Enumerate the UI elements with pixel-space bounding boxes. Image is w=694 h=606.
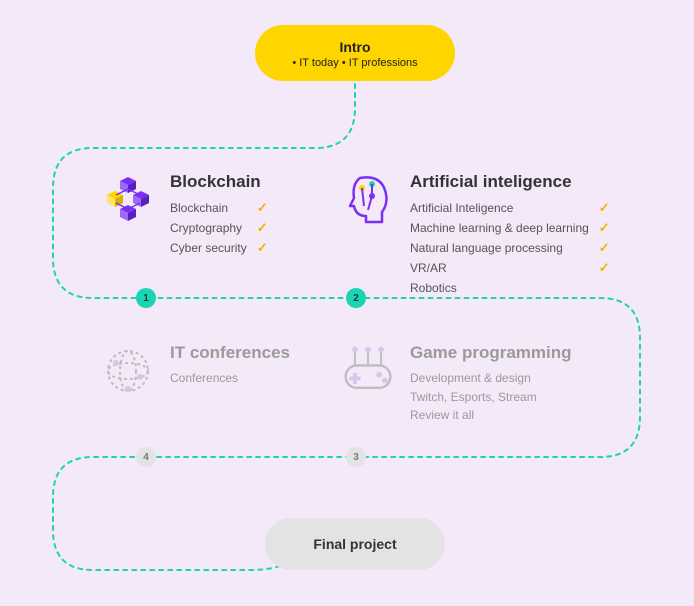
module-item-label: Natural language processing — [410, 239, 563, 258]
step-badge-3: 3 — [346, 447, 366, 467]
module-item-label: Artificial Inteligence — [410, 199, 513, 218]
module-item: Conferences — [170, 369, 290, 388]
module-title: Blockchain — [170, 172, 268, 192]
module-item: Artificial Inteligence ✓ — [410, 198, 610, 218]
module-item-label: Development & design — [410, 369, 531, 388]
gamepad-icon — [340, 343, 396, 399]
module-item-label: Conferences — [170, 369, 238, 388]
module-item: Review it all — [410, 406, 572, 425]
module-conferences: IT conferences Conferences — [100, 343, 330, 399]
check-icon: ✓ — [599, 238, 610, 258]
module-item: Development & design — [410, 369, 572, 388]
module-title: Artificial inteligence — [410, 172, 610, 192]
intro-title: Intro — [273, 39, 437, 55]
module-item: Cryptography ✓ — [170, 218, 268, 238]
globe-icon — [100, 343, 156, 399]
module-item: Twitch, Esports, Stream — [410, 388, 572, 407]
intro-bullet: IT today — [292, 57, 338, 69]
intro-subtitle: IT today IT professions — [273, 57, 437, 69]
module-blockchain: Blockchain Blockchain✓Cryptography✓Cyber… — [100, 172, 330, 258]
check-icon: ✓ — [599, 218, 610, 238]
step-badge-2: 2 — [346, 288, 366, 308]
module-item-label: Cryptography — [170, 219, 242, 238]
final-pill: Final project — [265, 518, 445, 570]
module-item-list: Blockchain ✓ Cryptography ✓ Cyber security ✓ — [170, 198, 268, 258]
module-item: VR/AR ✓ — [410, 258, 610, 278]
module-item-label: Robotics — [410, 279, 457, 298]
intro-bullet: IT professions — [342, 57, 418, 69]
module-item-label: Machine learning & deep learning — [410, 219, 589, 238]
module-ai: Artificial inteligence Artificial Inteli… — [340, 172, 660, 297]
step-badge-1: 1 — [136, 288, 156, 308]
module-item-label: Blockchain — [170, 199, 228, 218]
module-item: Blockchain ✓ — [170, 198, 268, 218]
module-item-list: Artificial Inteligence✓Machine learning … — [410, 198, 610, 297]
module-item: Cyber security ✓ — [170, 238, 268, 258]
module-item: Machine learning & deep learning ✓ — [410, 218, 610, 238]
check-icon: ✓ — [257, 238, 268, 258]
module-item-label: Twitch, Esports, Stream — [410, 388, 537, 407]
check-icon: ✓ — [599, 258, 610, 278]
module-item: Natural language processing ✓ — [410, 238, 610, 258]
check-icon: ✓ — [257, 218, 268, 238]
module-title: IT conferences — [170, 343, 290, 363]
module-item-label: Review it all — [410, 406, 474, 425]
intro-pill: Intro IT today IT professions — [255, 25, 455, 81]
blockchain-icon — [100, 172, 156, 228]
module-game: Game programming Development & designTwi… — [340, 343, 650, 425]
ai-head-icon — [340, 172, 396, 228]
module-item-label: Cyber security — [170, 239, 247, 258]
module-title: Game programming — [410, 343, 572, 363]
module-item-list: Development & designTwitch, Esports, Str… — [410, 369, 572, 425]
step-badge-4: 4 — [136, 447, 156, 467]
module-item-label: VR/AR — [410, 259, 447, 278]
check-icon: ✓ — [257, 198, 268, 218]
module-item-list: Conferences — [170, 369, 290, 388]
module-item: Robotics — [410, 279, 610, 298]
check-icon: ✓ — [599, 198, 610, 218]
